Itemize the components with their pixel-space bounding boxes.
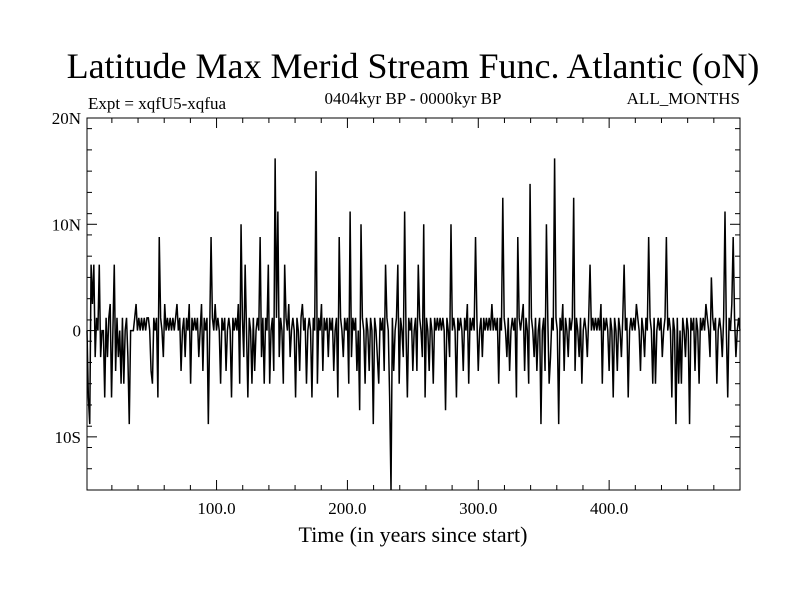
months-label: ALL_MONTHS — [627, 89, 740, 108]
plot-frame — [86, 117, 741, 491]
y-tick-label: 20N — [52, 109, 81, 128]
experiment-label: Expt = xqfU5-xqfua — [88, 94, 226, 113]
x-axis-label: Time (in years since start) — [299, 522, 528, 547]
y-tick-label: 10N — [52, 215, 81, 234]
series-line — [86, 158, 741, 491]
y-tick-label: 10S — [55, 428, 81, 447]
x-tick-label: 400.0 — [590, 499, 628, 518]
chart-title: Latitude Max Merid Stream Func. Atlantic… — [67, 46, 760, 86]
x-tick-label: 100.0 — [197, 499, 235, 518]
plot-area: 20N 10N 0 10S 100.0 200.0 300.0 400.0 — [52, 109, 741, 518]
x-tick-label: 300.0 — [459, 499, 497, 518]
period-label: 0404kyr BP - 0000kyr BP — [325, 89, 502, 108]
x-tick-label: 200.0 — [328, 499, 366, 518]
y-tick-label: 0 — [73, 322, 82, 341]
